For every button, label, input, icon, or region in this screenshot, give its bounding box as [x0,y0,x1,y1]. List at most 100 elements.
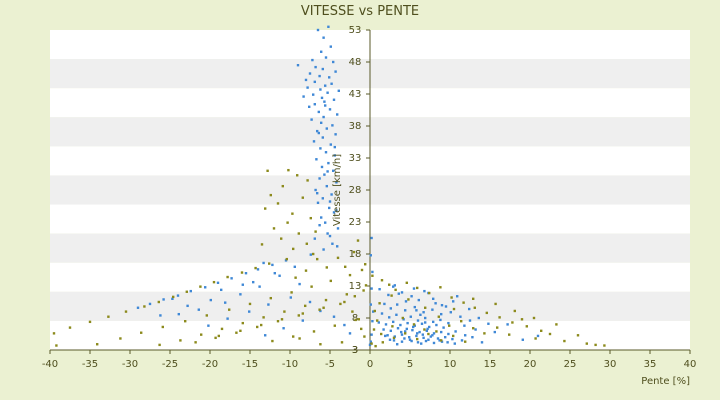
scatter-point-olive [452,307,456,311]
scatter-point-olive [306,179,309,182]
scatter-point-olive [494,302,497,306]
scatter-point-olive [157,300,160,304]
scatter-point-blue [409,315,412,318]
x-tick-label: 10 [444,359,457,370]
scatter-point-blue [451,337,454,341]
scatter-point-blue [326,232,329,235]
scatter-point-olive [124,310,128,313]
scatter-point-blue [408,336,411,339]
scatter-point-olive [391,325,394,328]
scatter-point-blue [296,64,300,67]
scatter-point-blue [432,320,435,324]
scatter-point-blue [438,339,441,342]
scatter-point-blue [411,328,414,332]
scatter-point-olive [381,341,384,344]
scatter-point-olive [172,295,175,299]
scatter-point-olive [364,263,367,266]
scatter-point-blue [432,297,435,300]
scatter-point-blue [302,95,305,98]
scatter-point-olive [373,309,376,313]
scatter-point-blue [440,330,443,334]
scatter-point-blue [382,328,385,331]
scatter-point-blue [330,193,333,196]
scatter-point-blue [402,318,405,321]
scatter-point-olive [585,342,588,345]
scatter-point-blue [321,67,324,71]
scatter-point-olive [217,334,220,338]
scatter-points [52,25,606,348]
scatter-point-blue [404,330,407,333]
scatter-point-olive [424,306,427,309]
scatter-point-blue [226,317,229,320]
scatter-point-olive [140,331,143,334]
scatter-point-blue [315,158,318,161]
scatter-point-blue [316,28,320,32]
scatter-point-blue [370,287,373,290]
scatter-point-blue [204,286,207,289]
scatter-point-olive [416,337,419,341]
scatter-point-blue [393,284,396,287]
y-tick-label: 13 [349,281,362,292]
scatter-point-blue [241,283,244,286]
scatter-point-olive [319,343,322,346]
scatter-point-blue [317,131,320,135]
scatter-point-blue [447,332,450,336]
scatter-point-olive [362,289,365,292]
scatter-point-olive [380,279,384,282]
y-tick-label: 28 [349,185,362,196]
x-tick-label: -25 [162,359,178,370]
scatter-point-blue [248,310,251,313]
scatter-point-blue [316,192,319,195]
scatter-point-blue [284,259,288,262]
scatter-point-olive [228,308,231,311]
scatter-point-blue [319,147,322,150]
scatter-point-blue [334,70,337,73]
scatter-point-blue [408,338,412,341]
y-tick-label: 33 [349,153,362,164]
scatter-point-olive [310,285,313,288]
scatter-point-blue [456,295,459,298]
scatter-point-olive [271,339,274,343]
scatter-point-olive [294,276,297,279]
scatter-point-olive [416,286,419,290]
scatter-point-olive [363,335,366,338]
scatter-point-olive [345,293,348,296]
scatter-point-blue [471,336,474,339]
scatter-point-olive [199,285,202,288]
scatter-point-olive [286,221,289,224]
scatter-point-blue [378,288,381,291]
scatter-point-olive [374,344,377,348]
scatter-point-olive [292,335,295,338]
scatter-point-blue [453,342,456,345]
scatter-point-blue [435,323,438,327]
scatter-point-blue [313,103,316,106]
scatter-point-blue [424,321,427,324]
scatter-point-blue [387,293,390,297]
scatter-point-olive [260,243,264,246]
scatter-point-olive [240,271,244,274]
scatter-point-blue [320,216,323,219]
scatter-point-blue [493,330,496,334]
scatter-point-olive [360,268,364,272]
scatter-point-olive [351,310,354,313]
scatter-point-olive [555,323,558,326]
scatter-point-blue [328,200,332,203]
scatter-point-olive [316,257,319,261]
scatter-point-blue [444,336,447,339]
scatter-point-olive [305,242,308,245]
scatter-point-blue [329,45,332,48]
scatter-point-blue [314,65,317,69]
scatter-point-olive [256,325,259,329]
scatter-point-olive [388,283,391,286]
scatter-point-blue [332,60,335,64]
scatter-point-blue [324,104,327,107]
scatter-point-olive [370,342,373,345]
scatter-point-olive [281,184,284,188]
scatter-point-blue [406,321,409,325]
scatter-point-blue [262,261,265,265]
x-tick-label: -35 [82,359,98,370]
scatter-point-blue [252,280,255,284]
scatter-point-blue [368,343,372,347]
scatter-point-olive [214,336,217,340]
scatter-point-blue [324,221,327,224]
